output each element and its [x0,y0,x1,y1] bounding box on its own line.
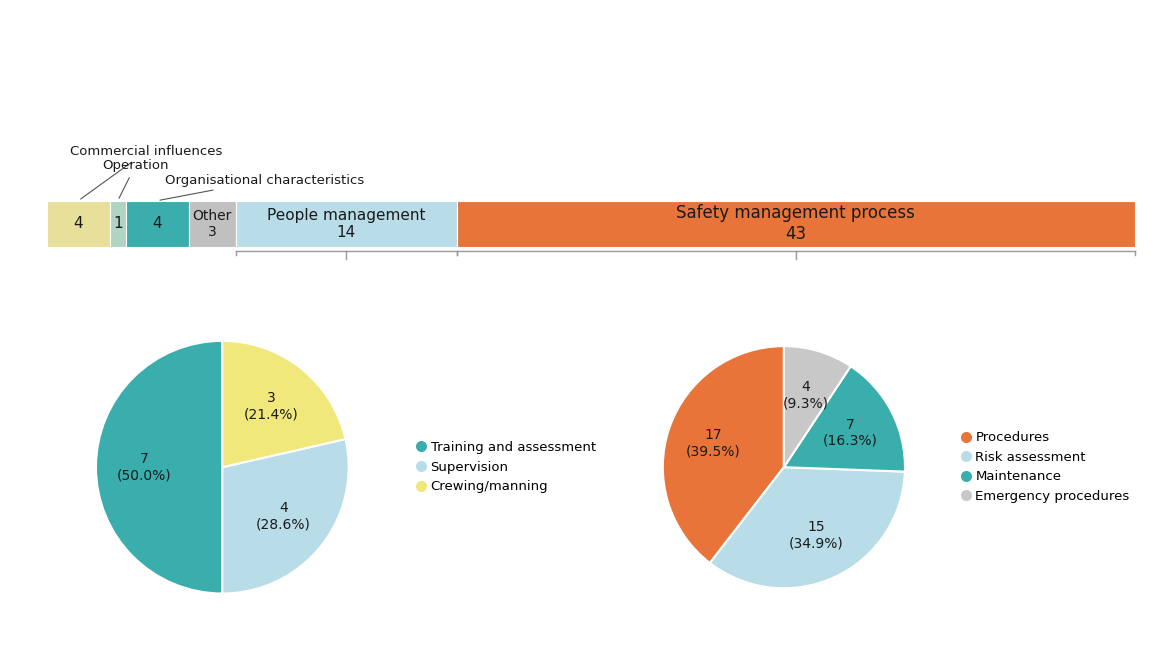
Text: 17
(39.5%): 17 (39.5%) [686,428,741,458]
Wedge shape [710,467,904,588]
Bar [456,201,1135,247]
Bar [125,201,188,247]
Text: 4: 4 [74,216,83,231]
Bar [47,201,110,247]
Text: Safety management process
43: Safety management process 43 [676,205,915,243]
Legend: Training and assessment, Supervision, Crewing/manning: Training and assessment, Supervision, Cr… [412,436,601,499]
Text: Commercial influences: Commercial influences [70,145,222,199]
Wedge shape [222,439,349,594]
Text: 4
(28.6%): 4 (28.6%) [256,501,311,531]
Text: 7
(16.3%): 7 (16.3%) [824,418,879,448]
Text: 15
(34.9%): 15 (34.9%) [789,520,844,550]
Text: 7
(50.0%): 7 (50.0%) [117,452,171,482]
Text: 3
(21.4%): 3 (21.4%) [243,391,298,421]
Wedge shape [96,341,222,594]
Wedge shape [663,346,784,563]
Wedge shape [222,341,345,467]
Bar [236,201,456,247]
Text: 4: 4 [152,216,161,231]
Wedge shape [784,367,904,472]
Legend: Procedures, Risk assessment, Maintenance, Emergency procedures: Procedures, Risk assessment, Maintenance… [957,426,1135,509]
Text: People management
14: People management 14 [267,207,426,240]
Text: Other
3: Other 3 [193,209,232,239]
Bar [188,201,236,247]
Wedge shape [784,346,851,467]
Text: Organisational characteristics: Organisational characteristics [160,174,364,200]
Text: 1: 1 [113,216,123,231]
Bar [110,201,125,247]
Text: 4
(9.3%): 4 (9.3%) [783,380,828,411]
Text: Operation: Operation [102,159,168,198]
